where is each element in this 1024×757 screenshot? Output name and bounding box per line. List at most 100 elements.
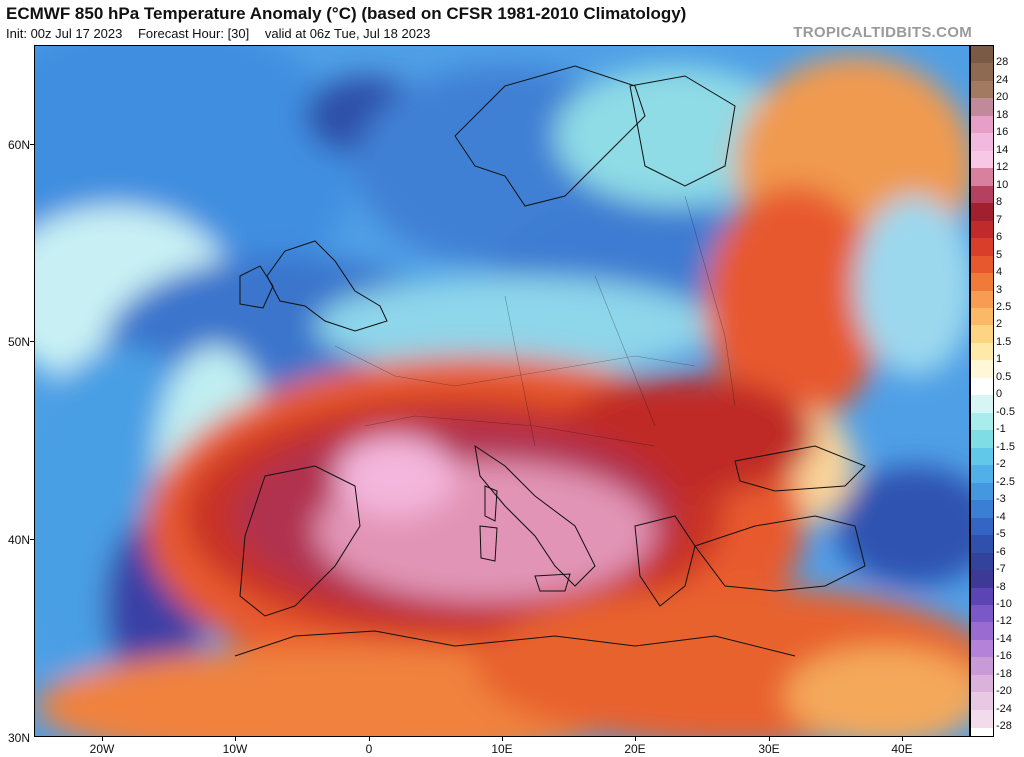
colorbar-swatch bbox=[971, 570, 993, 589]
lon-tick bbox=[769, 737, 770, 741]
lon-tick bbox=[102, 737, 103, 741]
colorbar bbox=[970, 45, 994, 737]
lat-label-60n: 60N bbox=[7, 138, 30, 152]
colorbar-label: -16 bbox=[996, 650, 1012, 663]
colorbar-swatch bbox=[971, 377, 993, 396]
lon-tick bbox=[902, 737, 903, 741]
colorbar-label: 4 bbox=[996, 266, 1003, 279]
colorbar-swatch bbox=[971, 98, 993, 117]
colorbar-label: 7 bbox=[996, 213, 1003, 226]
site-credit: TROPICALTIDBITS.COM bbox=[793, 24, 972, 41]
colorbar-label: -20 bbox=[996, 685, 1012, 698]
lon-label-40e: 40E bbox=[891, 742, 913, 756]
iberia-outline bbox=[239, 465, 361, 617]
sicily-outline bbox=[534, 573, 571, 592]
colorbar-label: 1.5 bbox=[996, 335, 1012, 348]
colorbar-label: -2 bbox=[996, 458, 1006, 471]
lat-label-40n: 40N bbox=[7, 533, 30, 547]
colorbar-swatch bbox=[971, 535, 993, 554]
colorbar-label: -8 bbox=[996, 580, 1006, 593]
colorbar-label: 6 bbox=[996, 231, 1003, 244]
greece-outline bbox=[634, 515, 696, 607]
finland-outline bbox=[629, 75, 736, 187]
map-title: ECMWF 850 hPa Temperature Anomaly (°C) (… bbox=[6, 4, 687, 23]
colorbar-swatch bbox=[971, 552, 993, 571]
forecast-hour: Forecast Hour: [30] bbox=[137, 26, 250, 41]
british-isles-outline bbox=[266, 240, 388, 332]
country-borders bbox=[334, 195, 736, 447]
colorbar-label: -1 bbox=[996, 423, 1006, 436]
colorbar-swatch bbox=[971, 639, 993, 658]
anomaly-map bbox=[34, 45, 970, 737]
colorbar-label: -12 bbox=[996, 615, 1012, 628]
colorbar-label: -0.5 bbox=[996, 405, 1015, 418]
colorbar-label: 12 bbox=[996, 161, 1009, 174]
map-subtitle: Init: 00z Jul 17 2023 Forecast Hour: [30… bbox=[6, 26, 442, 41]
colorbar-swatch bbox=[971, 220, 993, 239]
colorbar-swatch bbox=[971, 622, 993, 641]
turkey-outline bbox=[694, 515, 866, 592]
colorbar-swatch bbox=[971, 273, 993, 292]
colorbar-swatch bbox=[971, 395, 993, 414]
colorbar-label: 20 bbox=[996, 91, 1009, 104]
lat-label-50n: 50N bbox=[7, 335, 30, 349]
lon-tick bbox=[502, 737, 503, 741]
coastlines bbox=[234, 65, 866, 657]
colorbar-swatch bbox=[971, 657, 993, 676]
lon-tick bbox=[235, 737, 236, 741]
colorbar-label: 5 bbox=[996, 248, 1003, 261]
colorbar-swatch bbox=[971, 412, 993, 431]
colorbar-label: 3 bbox=[996, 283, 1003, 296]
colorbar-swatch bbox=[971, 80, 993, 99]
colorbar-swatch bbox=[971, 587, 993, 606]
colorbar-swatch bbox=[971, 500, 993, 519]
colorbar-swatch bbox=[971, 430, 993, 449]
ireland-outline bbox=[239, 265, 274, 309]
colorbar-label: -14 bbox=[996, 632, 1012, 645]
colorbar-label: 1 bbox=[996, 353, 1003, 366]
anomaly-field bbox=[35, 46, 969, 736]
colorbar-label: -7 bbox=[996, 563, 1006, 576]
colorbar-label: -3 bbox=[996, 493, 1006, 506]
colorbar-swatch bbox=[971, 342, 993, 361]
colorbar-label: 24 bbox=[996, 73, 1009, 86]
colorbar-label: -24 bbox=[996, 702, 1012, 715]
init-time: Init: 00z Jul 17 2023 bbox=[6, 26, 123, 41]
colorbar-swatch bbox=[971, 46, 993, 64]
colorbar-swatch bbox=[971, 185, 993, 204]
colorbar-label: -10 bbox=[996, 597, 1012, 610]
colorbar-swatch bbox=[971, 238, 993, 257]
colorbar-label: 2.5 bbox=[996, 301, 1012, 314]
lat-tick bbox=[30, 539, 34, 540]
colorbar-label: -18 bbox=[996, 667, 1012, 680]
colorbar-swatch bbox=[971, 465, 993, 484]
colorbar-swatch bbox=[971, 290, 993, 309]
colorbar-swatch bbox=[971, 203, 993, 222]
colorbar-label: 0 bbox=[996, 388, 1003, 401]
colorbar-swatch bbox=[971, 674, 993, 693]
colorbar-label: 2 bbox=[996, 318, 1003, 331]
lon-tick bbox=[369, 737, 370, 741]
lat-tick bbox=[30, 341, 34, 342]
valid-time: valid at 06z Tue, Jul 18 2023 bbox=[264, 26, 431, 41]
colorbar-label: 16 bbox=[996, 126, 1009, 139]
colorbar-swatch bbox=[971, 63, 993, 82]
lat-label-30n: 30N bbox=[7, 731, 30, 745]
lon-label-30e: 30E bbox=[758, 742, 780, 756]
sardinia-outline bbox=[479, 525, 498, 562]
map-canvas bbox=[35, 46, 969, 736]
lon-label-10e: 10E bbox=[491, 742, 513, 756]
north-africa-coast bbox=[234, 630, 796, 657]
colorbar-label: 28 bbox=[996, 56, 1009, 69]
colorbar-swatch bbox=[971, 447, 993, 466]
colorbar-swatch bbox=[971, 604, 993, 623]
colorbar-label: -5 bbox=[996, 528, 1006, 541]
lon-label-20w: 20W bbox=[89, 742, 115, 756]
colorbar-swatch bbox=[971, 115, 993, 134]
colorbar-label: 10 bbox=[996, 178, 1009, 191]
scandinavia-outline bbox=[454, 65, 646, 207]
colorbar-label: -4 bbox=[996, 510, 1006, 523]
lon-label-0: 0 bbox=[365, 742, 373, 756]
colorbar-label: 8 bbox=[996, 196, 1003, 209]
colorbar-swatch bbox=[971, 325, 993, 344]
